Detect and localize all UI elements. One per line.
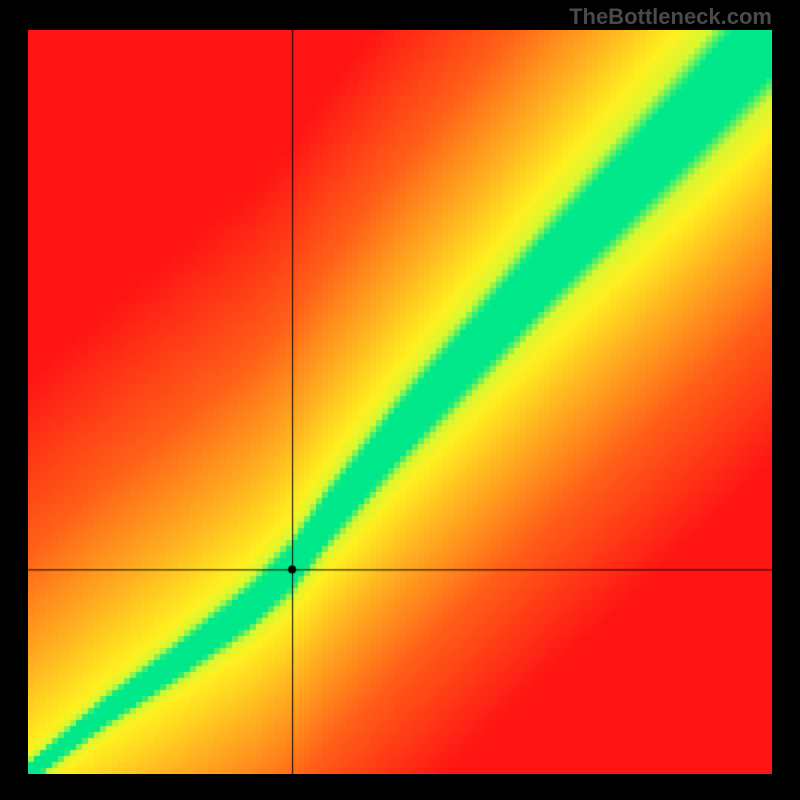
watermark-text: TheBottleneck.com — [569, 4, 772, 30]
chart-container: TheBottleneck.com — [0, 0, 800, 800]
heatmap-canvas — [28, 30, 772, 774]
